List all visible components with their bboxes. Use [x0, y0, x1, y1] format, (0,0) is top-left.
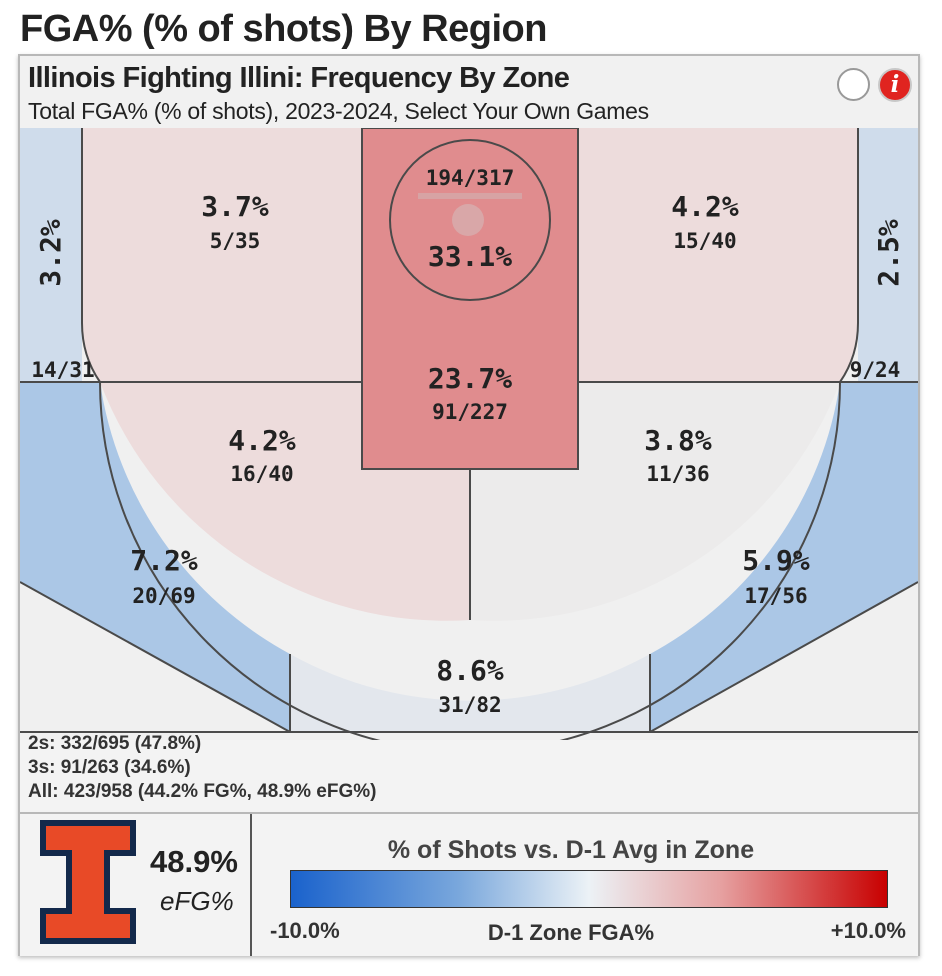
legend-title: % of Shots vs. D-1 Avg in Zone [387, 836, 755, 864]
zone-mid-left-elbow [100, 382, 470, 621]
rim-pct: 33.1% [428, 240, 512, 273]
shooting-summary: 2s: 332/695 (47.8%) 3s: 91/263 (34.6%) A… [28, 732, 377, 804]
zone-mid-left-baseline [82, 128, 362, 382]
zone-wing3-right [650, 382, 918, 732]
zone-top3 [290, 654, 650, 732]
corner3-left-pct: 3.2% [34, 219, 67, 287]
footer-divider [250, 814, 252, 956]
toggle-circle-button[interactable] [837, 68, 870, 101]
mid-right-baseline-pct: 4.2% [671, 190, 739, 223]
wing3-left-pct: 7.2% [130, 544, 198, 577]
card-footer: I 48.9% eFG% % of Shots vs. D-1 Avg in Z… [20, 812, 918, 956]
top3-frac: 31/82 [438, 693, 501, 717]
mid-right-elbow-frac: 11/36 [646, 462, 709, 486]
zone-mid-right-baseline [578, 128, 858, 382]
efg-label: eFG% [160, 886, 234, 916]
zone-corner3-right [858, 128, 918, 382]
legend-min-label: -10.0% [270, 918, 340, 943]
mid-right-baseline-frac: 15/40 [673, 229, 736, 253]
card-title: Illinois Fighting Illini: Frequency By Z… [28, 62, 570, 94]
zone-corner3-left [20, 128, 82, 382]
mid-left-baseline-frac: 5/35 [210, 229, 261, 253]
mid-left-baseline-pct: 3.7% [201, 190, 269, 223]
mid-right-elbow-pct: 3.8% [644, 424, 712, 457]
legend-mid-label: D-1 Zone FGA% [487, 920, 655, 945]
twos-summary: 2s: 332/695 (47.8%) [28, 733, 202, 754]
paint-pct: 23.7% [428, 362, 512, 395]
illinois-logo-icon: I [40, 820, 136, 944]
mid-left-elbow-pct: 4.2% [228, 424, 296, 457]
paint-frac: 91/227 [432, 400, 508, 424]
card-header: Illinois Fighting Illini: Frequency By Z… [20, 56, 918, 128]
corner3-left-frac: 14/31 [31, 358, 94, 382]
top3-pct: 8.6% [436, 654, 504, 687]
wing3-right-pct: 5.9% [742, 544, 810, 577]
card-subtitle: Total FGA% (% of shots), 2023-2024, Sele… [28, 98, 649, 124]
corner3-right-frac: 9/24 [850, 358, 901, 382]
legend-max-label: +10.0% [830, 918, 906, 943]
mid-left-elbow-frac: 16/40 [230, 462, 293, 486]
zone-wing3-left [20, 382, 290, 732]
threes-summary: 3s: 91/263 (34.6%) [28, 757, 191, 778]
court-diagram: 194/317 33.1% 23.7% 91/227 3.7% 5/35 4.2… [20, 128, 918, 740]
legend-color-bar [290, 870, 888, 908]
rim-frac: 194/317 [426, 166, 515, 190]
efg-value: 48.9% [150, 844, 238, 879]
shot-chart-card: Illinois Fighting Illini: Frequency By Z… [18, 54, 920, 956]
page-title: FGA% (% of shots) By Region [20, 8, 547, 50]
info-icon[interactable]: i [878, 68, 912, 102]
corner3-right-pct: 2.5% [872, 219, 905, 287]
wing3-right-frac: 17/56 [744, 584, 807, 608]
zone-mid-right-elbow [470, 382, 840, 621]
all-summary: All: 423/958 (44.2% FG%, 48.9% eFG%) [28, 781, 377, 802]
wing3-left-frac: 20/69 [132, 584, 195, 608]
backboard-hoop [418, 193, 522, 236]
